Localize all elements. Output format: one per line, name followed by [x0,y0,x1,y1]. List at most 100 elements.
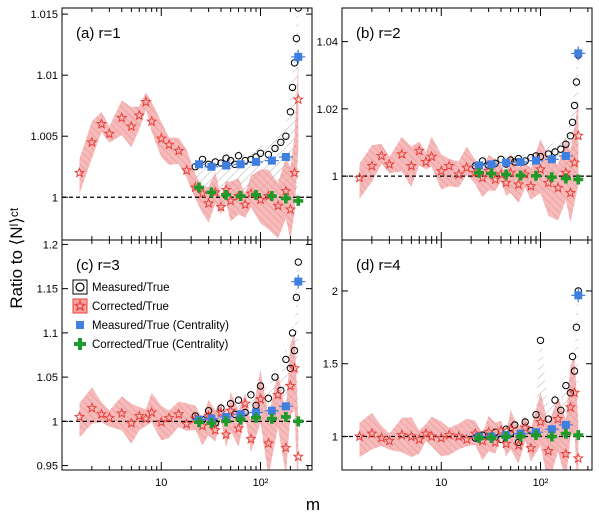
corrected-point [95,118,108,129]
legend-marker-circle [75,282,85,292]
centrality-corrected-point [250,189,261,200]
corrected-point [284,379,297,391]
corrected-point [425,150,438,162]
corrected-point [443,160,455,171]
corrected-point [155,416,167,428]
corrected-point [180,418,193,429]
measured-point [282,355,290,364]
y-tick-label: 1 [332,171,338,183]
measured-point [288,83,297,92]
centrality-measured-point [487,160,496,169]
centrality-corrected-point [206,418,217,429]
y-tick-label: 1 [52,416,58,428]
centrality-corrected-point [560,428,571,439]
measured-point [568,352,577,361]
corrected-point [215,201,227,212]
centrality-corrected-point [530,430,541,441]
y-tick-label: 0.95 [37,461,58,473]
corrected-point [568,386,581,398]
y-tick-label: 1.04 [317,37,338,49]
centrality-measured-point [516,157,525,166]
corrected-point [375,149,388,161]
centrality-measured-point [251,157,260,166]
panel-label: (b) r=2 [356,25,401,42]
corrected-point [564,401,577,413]
measured-point [204,407,213,415]
centrality-corrected-point [515,431,526,442]
corrected-point [125,417,138,428]
corrected-point [396,148,408,160]
x-axis-title: m [306,495,320,514]
corrected-point [145,115,158,127]
corrected-point [453,430,465,442]
y-tick-label: 1.015 [30,9,58,21]
corrected-point [145,406,158,418]
measured-point [247,391,255,399]
centrality-corrected-point [546,172,557,183]
centrality-measured-point [561,151,570,160]
y-tick-label: 1 [52,192,58,204]
centrality-measured-point [281,402,290,411]
measured-point [562,381,570,390]
measured-point [568,118,577,127]
corrected-point [288,362,301,374]
centrality-measured-point [574,291,583,300]
corrected-point [435,165,447,176]
measured-point [566,132,575,140]
y-tick-label: 1.1 [43,328,58,340]
corrected-point [542,445,555,456]
measured-point [271,144,279,153]
measured-point [562,140,570,148]
y-tick-label: 1.5 [323,359,338,371]
y-tick-label: 1.15 [37,284,58,296]
corrected-point [209,424,221,436]
measured-uncertainty-band [195,246,299,421]
centrality-corrected-point [280,193,291,204]
corrected-point [443,429,455,440]
panel-label: (d) r=4 [356,257,401,274]
measured-point [536,336,545,345]
corrected-point [202,197,215,209]
centrality-corrected-point [235,414,246,425]
corrected-point [239,397,251,409]
corrected-point [572,129,584,141]
measured-point [286,364,295,372]
corrected-point [353,171,366,183]
corrected-point [366,427,378,439]
x-tick-label: 10² [253,477,269,489]
corrected-point [413,144,425,156]
y-tick-label: 2 [332,286,338,298]
centrality-measured-point [531,156,540,165]
legend: Measured/True Corrected/True Measured/True… [72,279,229,351]
centrality-corrected-point [486,168,497,179]
measured-point [292,293,301,302]
centrality-corrected-point [474,432,485,443]
plot-area [342,38,592,223]
x-tick-label: 10² [533,477,549,489]
centrality-corrected-point [280,411,291,422]
corrected-band-hatch [79,333,299,470]
measured-point [286,108,295,116]
measured-point [551,396,559,404]
corrected-point [534,163,547,175]
corrected-point [425,430,438,442]
measured-point [572,78,581,86]
centrality-measured-point [561,420,570,429]
centrality-corrected-point [486,432,497,443]
centrality-corrected-point [206,187,217,198]
centrality-corrected-point [194,182,205,193]
legend-swatch [72,279,88,295]
centrality-corrected-point [221,189,232,200]
measured-point [226,156,235,165]
centrality-corrected-point [266,413,277,424]
centrality-corrected-point [266,191,277,202]
measured-point [536,152,545,161]
chart-panel-4: 1 1.5 2 10 10² (d) r=4 [323,239,593,489]
measured-point [570,367,579,375]
corrected-point [133,410,145,421]
y-tick-label: 1.05 [37,372,58,384]
centrality-measured-point [502,158,511,167]
y-tick-label: 1.02 [317,104,338,116]
centrality-corrected-point [194,417,205,428]
corrected-point [73,166,86,178]
